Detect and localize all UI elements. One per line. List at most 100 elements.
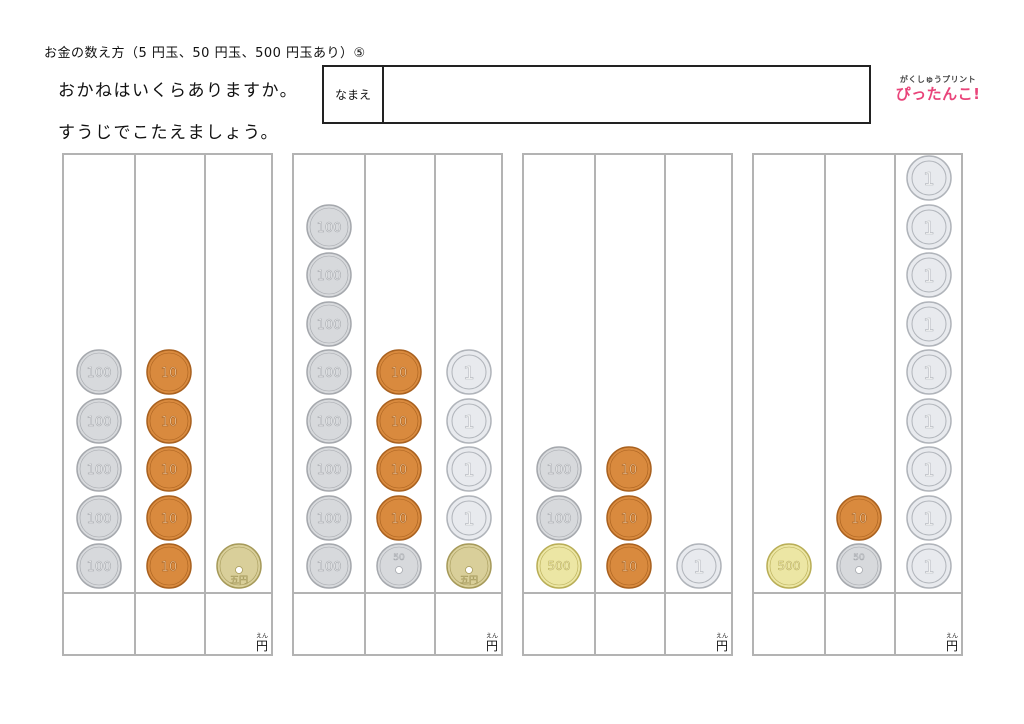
- coin-text: 10: [851, 512, 868, 527]
- coin-text: 10: [621, 560, 638, 575]
- problem-panel-4: えん円 500 50 10 1 1 1 1 1 1 1 1 1: [752, 153, 963, 656]
- coin-100-yen: 100: [536, 494, 582, 541]
- yen-unit-label: えん円: [716, 633, 728, 652]
- coin-100-yen: 100: [76, 397, 122, 444]
- coin-100-yen: 100: [76, 446, 122, 492]
- coin-text: 1: [923, 509, 934, 530]
- column-divider: [664, 155, 666, 654]
- coin-text: 10: [161, 560, 178, 575]
- column-divider: [594, 155, 596, 654]
- coin-text: 100: [317, 221, 342, 236]
- answer-cell[interactable]: [294, 594, 364, 654]
- answer-cell[interactable]: [524, 594, 594, 654]
- coin-text: 50: [853, 553, 865, 563]
- coin-10-yen: 10: [146, 494, 192, 541]
- coin-50-yen: 50: [836, 543, 882, 589]
- yen-unit-label: えん円: [946, 633, 958, 652]
- coin-text: 100: [87, 463, 112, 478]
- yen-unit-label: えん円: [486, 633, 498, 652]
- answer-divider: [294, 592, 501, 594]
- coin-text: 1: [923, 557, 934, 578]
- page-title: お金の数え方（5 円玉、50 円玉、500 円玉あり）⑤: [44, 46, 366, 61]
- coin-text: 1: [463, 460, 474, 481]
- coin-text: 五円: [230, 575, 248, 586]
- name-box: なまえ: [322, 65, 871, 124]
- coin-100-yen: 100: [306, 252, 352, 298]
- coin-100-yen: 100: [76, 543, 122, 589]
- column-divider: [894, 155, 896, 654]
- coin-1-yen: 1: [906, 252, 952, 298]
- coin-text: 1: [923, 363, 934, 384]
- coin-text: 10: [161, 366, 178, 381]
- coin-500-yen: 500: [766, 543, 812, 589]
- coin-100-yen: 100: [306, 300, 352, 347]
- coin-text: 1: [923, 169, 934, 190]
- coin-5-yen: 五円: [446, 543, 492, 589]
- coin-text: 10: [391, 366, 408, 381]
- coin-1-yen: 1: [906, 203, 952, 250]
- coin-text: 100: [317, 463, 342, 478]
- coin-1-yen: 1: [446, 349, 492, 395]
- yen-ruby: えん: [485, 633, 498, 640]
- coin-100-yen: 100: [306, 446, 352, 492]
- answer-cell[interactable]: [826, 594, 894, 654]
- yen-ruby: えん: [945, 633, 958, 640]
- column-divider: [204, 155, 206, 654]
- coin-1-yen: 1: [676, 543, 722, 589]
- coin-text: 五円: [460, 575, 478, 586]
- answer-cell[interactable]: [366, 594, 434, 654]
- coin-100-yen: 100: [306, 349, 352, 395]
- column-divider: [364, 155, 366, 654]
- coin-text: 100: [87, 512, 112, 527]
- coin-text: 100: [547, 463, 572, 478]
- coin-text: 10: [391, 512, 408, 527]
- problem-panel-3: えん円 500 100 100 10 10 10 1: [522, 153, 733, 656]
- logo-bottom-text: ぴったんこ!: [895, 85, 981, 103]
- coin-text: 10: [161, 463, 178, 478]
- answer-cell[interactable]: [136, 594, 204, 654]
- coin-10-yen: 10: [606, 494, 652, 541]
- yen-unit-label: えん円: [256, 633, 268, 652]
- answer-divider: [524, 592, 731, 594]
- answer-cell[interactable]: [64, 594, 134, 654]
- coin-text: 50: [393, 553, 405, 563]
- coin-text: 1: [923, 460, 934, 481]
- coin-text: 1: [463, 509, 474, 530]
- yen-text: 円: [945, 639, 958, 653]
- coin-text: 1: [923, 412, 934, 433]
- coin-1-yen: 1: [906, 155, 952, 201]
- coin-50-yen: 50: [376, 543, 422, 589]
- yen-ruby: えん: [255, 633, 268, 640]
- coin-text: 100: [317, 366, 342, 381]
- coin-text: 500: [778, 559, 801, 573]
- answer-divider: [64, 592, 271, 594]
- coin-10-yen: 10: [606, 543, 652, 589]
- coin-text: 100: [87, 560, 112, 575]
- name-field[interactable]: [384, 67, 869, 122]
- coin-1-yen: 1: [906, 446, 952, 492]
- coin-text: 1: [463, 363, 474, 384]
- coin-text: 100: [547, 512, 572, 527]
- coin-text: 100: [317, 560, 342, 575]
- yen-text: 円: [255, 639, 268, 653]
- coin-1-yen: 1: [906, 543, 952, 589]
- yen-ruby: えん: [715, 633, 728, 640]
- coin-100-yen: 100: [76, 494, 122, 541]
- coin-text: 100: [87, 415, 112, 430]
- column-divider: [134, 155, 136, 654]
- column-divider: [824, 155, 826, 654]
- coin-text: 10: [161, 415, 178, 430]
- coin-text: 100: [87, 366, 112, 381]
- answer-cell[interactable]: [596, 594, 664, 654]
- coin-text: 1: [463, 412, 474, 433]
- coin-1-yen: 1: [446, 446, 492, 492]
- coin-1-yen: 1: [446, 494, 492, 541]
- name-label: なまえ: [324, 67, 384, 122]
- problem-panel-2: えん円 100 100 100 100 100 100 100 100 50 10 10 10 10 五円 1…: [292, 153, 503, 656]
- coin-1-yen: 1: [446, 397, 492, 444]
- coin-10-yen: 10: [376, 446, 422, 492]
- coin-text: 10: [391, 463, 408, 478]
- answer-cell[interactable]: [754, 594, 824, 654]
- coin-10-yen: 10: [376, 397, 422, 444]
- coin-1-yen: 1: [906, 397, 952, 444]
